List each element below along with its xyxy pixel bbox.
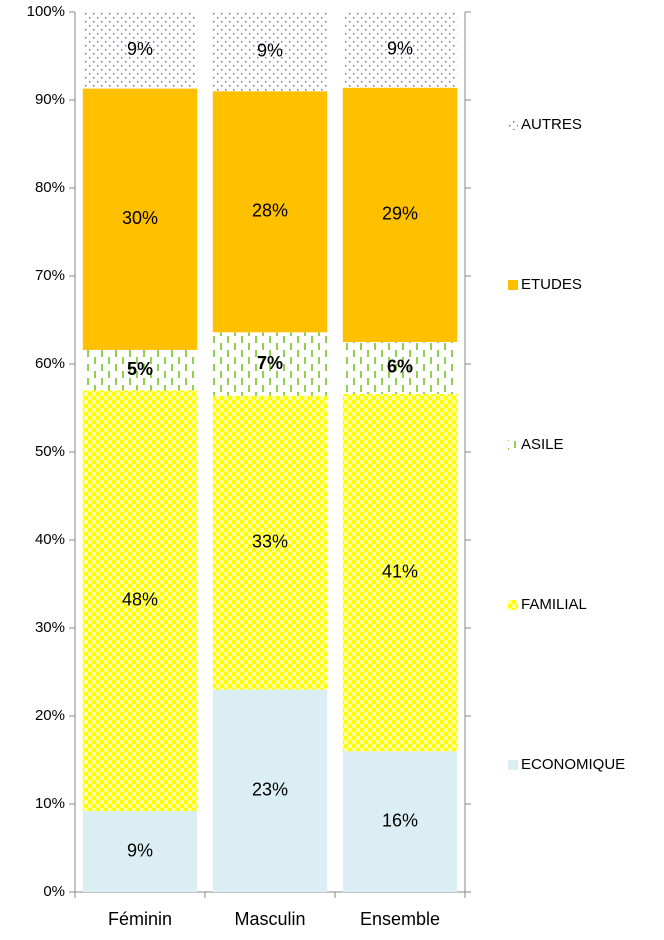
value-label: 41% bbox=[382, 561, 418, 581]
bar-segment bbox=[82, 88, 198, 350]
bar-segment bbox=[82, 349, 198, 391]
value-label: 30% bbox=[122, 208, 158, 228]
legend-swatch bbox=[508, 440, 518, 450]
bar-segment bbox=[212, 332, 328, 396]
y-tick-label: 30% bbox=[35, 619, 65, 636]
bar-segment bbox=[82, 811, 198, 892]
legend-label: AUTRES bbox=[521, 116, 582, 133]
value-label: 9% bbox=[127, 840, 153, 860]
y-tick-label: 80% bbox=[35, 179, 65, 196]
y-tick-label: 0% bbox=[43, 883, 65, 900]
bar-segment bbox=[342, 393, 458, 752]
y-tick-label: 90% bbox=[35, 91, 65, 108]
value-label: 29% bbox=[382, 204, 418, 224]
value-label: 9% bbox=[387, 39, 413, 59]
legend-label: FAMILIAL bbox=[521, 596, 587, 613]
bar-segment bbox=[342, 12, 458, 88]
y-tick-label: 100% bbox=[27, 3, 65, 20]
y-tick-label: 40% bbox=[35, 531, 65, 548]
y-tick-label: 70% bbox=[35, 267, 65, 284]
x-tick-label: Féminin bbox=[108, 909, 172, 929]
y-tick-label: 50% bbox=[35, 443, 65, 460]
legend-swatch bbox=[508, 280, 518, 290]
value-label: 6% bbox=[387, 357, 413, 377]
bar-segment bbox=[342, 751, 458, 892]
legend-label: ECONOMIQUE bbox=[521, 756, 625, 773]
value-label: 28% bbox=[252, 201, 288, 221]
x-tick-label: Masculin bbox=[234, 909, 305, 929]
value-label: 9% bbox=[127, 39, 153, 59]
bar-segment bbox=[82, 12, 198, 89]
y-tick-label: 60% bbox=[35, 355, 65, 372]
bar-segment bbox=[212, 689, 328, 892]
value-label: 23% bbox=[252, 780, 288, 800]
bar-segment bbox=[212, 395, 328, 690]
value-label: 33% bbox=[252, 531, 288, 551]
legend-label: ASILE bbox=[521, 436, 564, 453]
bar-segment bbox=[82, 390, 198, 812]
legend-swatch bbox=[508, 600, 518, 610]
bar-segment bbox=[342, 342, 458, 394]
value-label: 5% bbox=[127, 359, 153, 379]
bar-segment bbox=[212, 91, 328, 333]
value-label: 9% bbox=[257, 40, 283, 60]
value-label: 7% bbox=[257, 353, 283, 373]
legend-swatch bbox=[508, 120, 518, 130]
x-tick-label: Ensemble bbox=[360, 909, 440, 929]
value-label: 48% bbox=[122, 589, 158, 609]
value-label: 16% bbox=[382, 810, 418, 830]
bar-segment bbox=[212, 12, 328, 92]
y-tick-label: 10% bbox=[35, 795, 65, 812]
y-tick-label: 20% bbox=[35, 707, 65, 724]
bar-segment bbox=[342, 87, 458, 343]
legend-swatch bbox=[508, 760, 518, 770]
legend-label: ETUDES bbox=[521, 276, 582, 293]
